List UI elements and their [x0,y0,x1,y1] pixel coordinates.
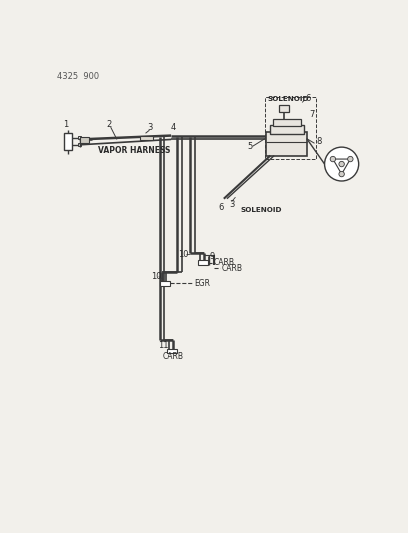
Bar [80,137,89,143]
Bar [64,133,72,150]
Text: 10: 10 [178,251,188,260]
Text: EGR: EGR [194,279,211,288]
Text: 6: 6 [305,94,310,103]
Text: 11: 11 [158,341,169,350]
Bar [78,136,81,140]
Bar [160,281,170,286]
Circle shape [348,156,353,161]
Text: 3: 3 [229,200,235,209]
Text: CARB: CARB [222,263,242,272]
Text: 8: 8 [316,137,322,146]
Text: 3: 3 [147,123,153,132]
Bar [78,143,81,147]
Text: 4: 4 [171,123,175,132]
Bar [167,349,177,353]
Bar [266,133,307,156]
Bar [265,97,316,159]
Circle shape [325,147,359,181]
Circle shape [330,156,336,161]
Text: CARB: CARB [163,352,184,361]
Text: VAPOR HARNESS: VAPOR HARNESS [98,147,170,156]
Text: SOLENOID: SOLENOID [240,207,282,213]
Text: SOLENOID: SOLENOID [268,95,310,102]
Text: 2: 2 [107,120,112,130]
Text: 5: 5 [248,142,253,151]
Text: 7: 7 [309,109,315,118]
Bar [198,260,208,265]
Text: 10: 10 [151,272,162,281]
Bar [273,119,301,126]
Bar [270,125,304,134]
Text: 6: 6 [218,204,224,213]
Circle shape [339,172,344,177]
Text: CARB: CARB [214,258,235,267]
Text: 9: 9 [209,252,214,261]
Bar [140,136,153,140]
Circle shape [339,161,344,167]
Text: 4325  900: 4325 900 [57,72,99,81]
Bar [279,105,289,112]
Text: 1: 1 [62,120,68,130]
